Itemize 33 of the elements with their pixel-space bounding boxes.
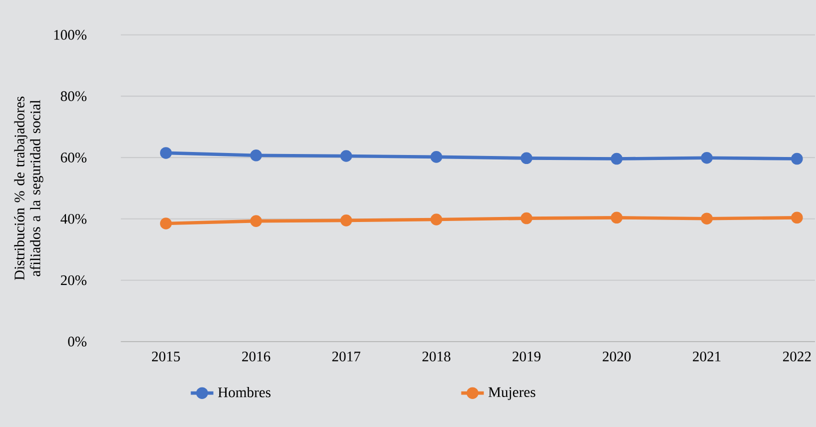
y-tick-label: 100%	[54, 30, 86, 40]
x-tick-label: 2018	[422, 351, 450, 362]
x-tick-label: 2020	[602, 351, 631, 362]
y-axis-title: Distribución % de trabajadores afiliados a la seguridad social	[14, 96, 44, 280]
point	[160, 217, 172, 230]
point	[250, 149, 262, 162]
x-tick-label: 2021	[692, 351, 720, 362]
point	[700, 152, 713, 164]
legend-label: Hombres	[218, 386, 270, 398]
x-tick-label: 2022	[783, 351, 811, 362]
point	[430, 150, 442, 163]
x-tick-label: 2019	[512, 351, 540, 362]
point	[250, 215, 262, 227]
point	[610, 152, 623, 165]
x-tick-label: 2016	[242, 351, 270, 362]
point	[791, 152, 803, 165]
x-tick-label: 2015	[152, 351, 180, 362]
y-tick-label: 0%	[68, 336, 86, 346]
y-tick-label: 60%	[60, 152, 86, 162]
y-tick-label: 20%	[60, 275, 86, 286]
legend-label: Mujeres	[488, 387, 536, 400]
point	[520, 152, 532, 164]
point	[520, 212, 532, 224]
point	[340, 214, 352, 226]
point	[160, 146, 172, 159]
y-tick-label: 40%	[60, 214, 86, 224]
point	[791, 212, 803, 224]
point	[430, 214, 442, 226]
x-tick-label: 2017	[332, 351, 360, 362]
point	[610, 212, 623, 224]
y-tick-label: 80%	[60, 91, 86, 102]
point	[700, 212, 713, 224]
point	[340, 150, 352, 162]
